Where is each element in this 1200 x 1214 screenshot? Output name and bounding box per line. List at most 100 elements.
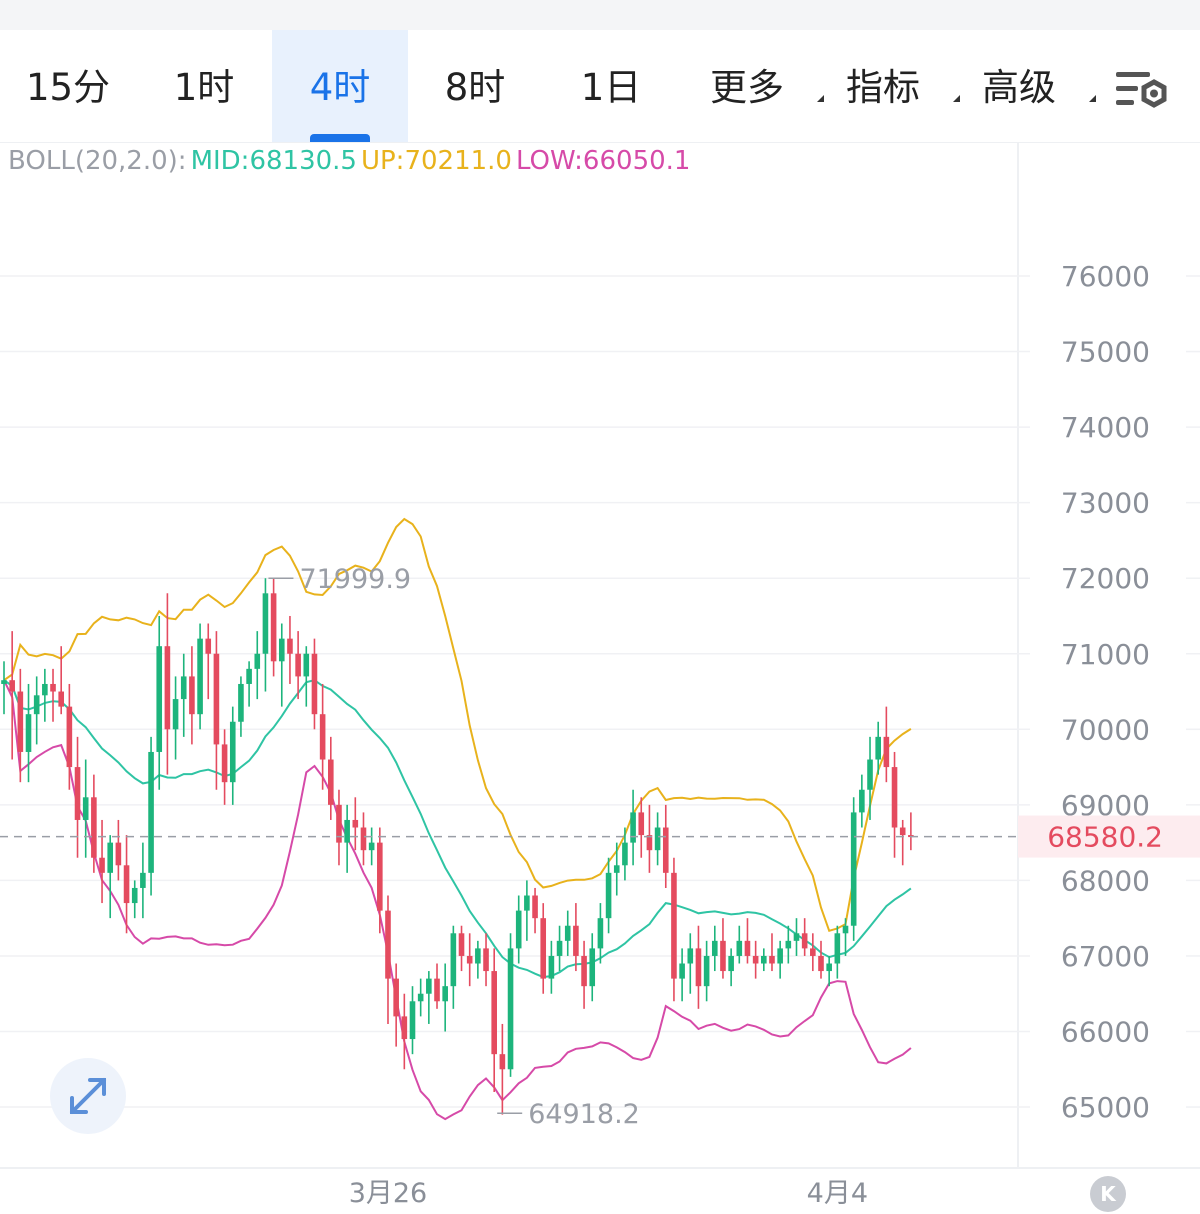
boll-low: LOW:66050.1: [515, 146, 691, 176]
candle-body: [466, 955, 473, 964]
candle-body: [867, 759, 873, 790]
candle-body: [352, 819, 359, 828]
candle-body: [189, 676, 195, 715]
annotation-label: 71999.9: [299, 564, 411, 595]
more-menu-label: 更多: [710, 66, 784, 109]
x-tick-label: 4月4: [807, 1178, 868, 1209]
candle-body: [605, 872, 612, 919]
candle-body: [156, 646, 163, 752]
tab-15m[interactable]: 15分: [6, 30, 130, 142]
candle-body: [654, 827, 661, 851]
y-tick-label: 75000: [1061, 336, 1150, 369]
candle-body: [180, 676, 187, 700]
candle-body: [818, 955, 824, 972]
candle-body: [622, 842, 628, 866]
candle-body: [58, 691, 64, 707]
bollinger-bands: [3, 517, 912, 1121]
y-tick-label: 65000: [1061, 1091, 1150, 1124]
candle-body: [197, 638, 203, 715]
candle-body: [785, 940, 792, 949]
y-tick-label: 73000: [1061, 487, 1150, 520]
candle-body: [328, 759, 334, 805]
candle-body: [377, 842, 383, 911]
boll-name: BOLL(20,2.0):: [8, 146, 187, 176]
tab-8h[interactable]: 8时: [410, 30, 540, 142]
y-tick-label: 72000: [1061, 562, 1150, 595]
candle-body: [17, 691, 24, 752]
candle-body: [703, 955, 710, 987]
active-tab-indicator: [310, 134, 370, 142]
tab-1d[interactable]: 1日: [546, 30, 676, 142]
candle-body: [810, 948, 816, 956]
candle-body: [507, 948, 514, 1070]
candle-body: [532, 895, 538, 919]
candle-body: [752, 955, 759, 964]
boll-mid-line: [3, 679, 912, 979]
candle-body: [679, 963, 685, 979]
candle-body: [74, 767, 81, 820]
y-tick-label: 68000: [1061, 864, 1150, 897]
candle-body: [221, 744, 228, 783]
candle-body: [417, 993, 424, 1002]
scroll-to-latest-button[interactable]: K: [1090, 1176, 1126, 1212]
candlestick-chart[interactable]: 7600075000740007300072000710007000069000…: [0, 142, 1200, 1214]
tab-1d-label: 1日: [580, 66, 642, 109]
candle-body: [450, 933, 457, 987]
candle-body: [499, 1054, 506, 1070]
candle-body: [630, 812, 636, 843]
tab-1h[interactable]: 1时: [140, 30, 268, 142]
candle-body: [475, 948, 481, 964]
candle-body: [834, 933, 841, 964]
candle-body: [638, 812, 645, 836]
candle-body: [123, 865, 130, 904]
candle-body: [573, 925, 579, 956]
candle-body: [548, 955, 555, 979]
candle-body: [164, 646, 171, 730]
chart-settings-icon[interactable]: [1112, 68, 1172, 116]
candle-body: [736, 940, 743, 956]
candle-body: [115, 842, 122, 866]
candle-body: [720, 940, 726, 972]
candle-body: [25, 714, 32, 752]
candle-body: [662, 827, 669, 873]
candle-body: [589, 948, 596, 987]
candle-body: [564, 925, 571, 941]
candle-body: [761, 955, 767, 964]
chevron-left-icon: K: [1100, 1182, 1116, 1206]
candle-body: [801, 933, 808, 949]
candle-body: [671, 872, 677, 979]
candle-body: [875, 736, 881, 760]
candle-body: [148, 751, 154, 873]
candle-body: [360, 827, 367, 851]
indicator-menu[interactable]: 指标: [846, 30, 960, 142]
candle-body: [728, 955, 734, 972]
candle-body: [458, 933, 465, 956]
axes: 7600075000740007300072000710007000069000…: [0, 260, 1200, 1209]
candle-body: [131, 887, 138, 904]
candle-body: [287, 638, 293, 654]
tab-4h[interactable]: 4时: [272, 30, 408, 142]
candle-body: [850, 812, 857, 926]
x-tick-label: 3月26: [349, 1178, 428, 1209]
candle-body: [246, 668, 252, 684]
candle-body: [409, 1001, 416, 1040]
current-price-tag: [1018, 815, 1200, 858]
candle-body: [491, 971, 497, 1055]
candle-body: [303, 653, 310, 677]
y-tick-label: 66000: [1061, 1016, 1150, 1049]
candle-body: [883, 736, 890, 768]
candle-body: [140, 872, 146, 888]
status-strip: [0, 0, 1200, 30]
dropdown-corner-icon: [953, 95, 960, 102]
fullscreen-button[interactable]: [50, 1058, 126, 1134]
candle-body: [368, 842, 375, 851]
advanced-menu[interactable]: 高级: [982, 30, 1096, 142]
indicator-menu-label: 指标: [846, 66, 920, 109]
candle-body: [205, 638, 212, 654]
candle-body: [270, 593, 277, 662]
candle-body: [613, 865, 620, 873]
annotation-label: 64918.2: [528, 1099, 640, 1130]
y-tick-label: 67000: [1061, 940, 1150, 973]
candle-body: [695, 948, 702, 987]
more-menu[interactable]: 更多: [710, 30, 824, 142]
